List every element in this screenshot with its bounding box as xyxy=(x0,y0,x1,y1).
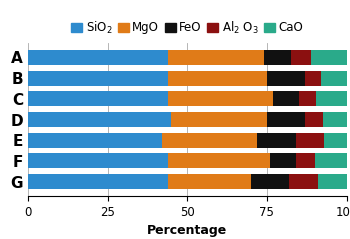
Bar xyxy=(28,174,168,189)
Bar xyxy=(316,91,346,106)
Bar xyxy=(267,71,305,86)
Bar xyxy=(324,133,346,148)
Bar xyxy=(168,50,264,65)
Bar xyxy=(162,133,257,148)
Legend: SiO$_2$, MgO, FeO, Al$_2$ O$_3$, CaO: SiO$_2$, MgO, FeO, Al$_2$ O$_3$, CaO xyxy=(71,20,303,36)
Bar xyxy=(168,174,251,189)
Bar xyxy=(323,112,346,127)
Bar xyxy=(28,153,168,168)
Bar xyxy=(299,91,316,106)
X-axis label: Percentage: Percentage xyxy=(147,224,228,237)
Bar xyxy=(305,112,323,127)
Bar xyxy=(168,91,273,106)
Bar xyxy=(28,133,162,148)
Bar xyxy=(28,112,172,127)
Bar xyxy=(270,153,295,168)
Bar xyxy=(291,50,312,65)
Bar xyxy=(321,71,346,86)
Bar xyxy=(172,112,267,127)
Bar xyxy=(168,153,270,168)
Bar xyxy=(312,50,346,65)
Bar xyxy=(28,71,168,86)
Bar xyxy=(251,174,289,189)
Bar xyxy=(305,71,321,86)
Bar xyxy=(295,133,324,148)
Bar xyxy=(295,153,315,168)
Bar xyxy=(264,50,291,65)
Bar xyxy=(289,174,318,189)
Bar xyxy=(273,91,299,106)
Bar xyxy=(318,174,346,189)
Bar xyxy=(168,71,267,86)
Bar xyxy=(28,50,168,65)
Bar xyxy=(257,133,295,148)
Bar xyxy=(267,112,305,127)
Bar xyxy=(315,153,346,168)
Bar xyxy=(28,91,168,106)
